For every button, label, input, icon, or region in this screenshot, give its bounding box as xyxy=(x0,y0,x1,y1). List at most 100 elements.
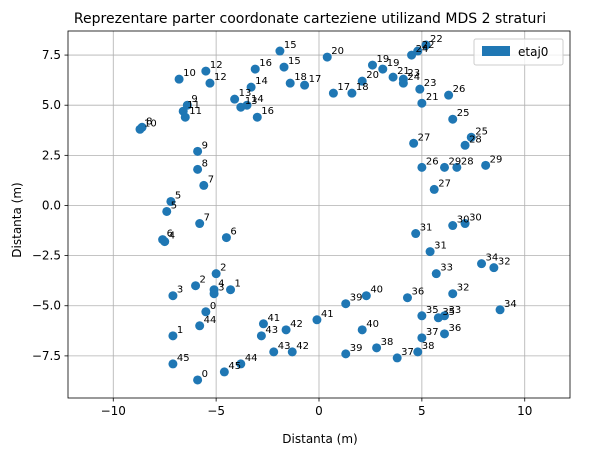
point-label: 35 xyxy=(426,305,439,316)
point-label: 10 xyxy=(183,68,196,79)
data-point xyxy=(193,164,203,174)
data-point xyxy=(388,72,398,82)
data-point xyxy=(195,321,205,331)
point-label: 27 xyxy=(418,132,431,143)
data-point xyxy=(312,315,322,325)
data-point xyxy=(357,76,367,86)
data-point xyxy=(440,162,449,172)
data-point xyxy=(193,146,203,156)
data-point xyxy=(481,160,491,170)
data-point xyxy=(448,221,458,231)
data-point xyxy=(166,196,176,206)
point-label: 18 xyxy=(356,82,369,93)
y-tick-label: −7.5 xyxy=(32,349,61,363)
data-point xyxy=(211,269,221,279)
x-tick-label: 10 xyxy=(517,404,532,418)
data-point xyxy=(372,343,382,353)
data-point xyxy=(193,375,203,385)
data-point xyxy=(440,311,449,321)
point-label: 11 xyxy=(189,106,202,117)
data-point xyxy=(168,359,178,369)
point-label: 16 xyxy=(259,58,272,69)
y-tick-label: 7.5 xyxy=(42,48,61,62)
y-tick-label: −5.0 xyxy=(32,299,61,313)
point-label: 22 xyxy=(422,40,435,51)
point-label: 2 xyxy=(200,275,206,286)
y-tick-label: 5.0 xyxy=(42,98,61,112)
data-point xyxy=(431,269,441,279)
data-point xyxy=(402,293,412,303)
data-point xyxy=(226,285,236,295)
legend-swatch xyxy=(482,46,510,56)
data-point xyxy=(281,325,291,335)
point-label: 21 xyxy=(397,66,410,77)
data-point xyxy=(168,331,178,341)
data-point xyxy=(477,259,487,269)
point-label: 14 xyxy=(251,94,264,105)
point-label: 3 xyxy=(218,283,224,294)
data-points xyxy=(135,40,505,385)
data-point xyxy=(448,114,458,124)
data-point xyxy=(160,237,170,247)
x-tick-label: 0 xyxy=(315,404,323,418)
point-label: 40 xyxy=(366,319,379,330)
point-label: 12 xyxy=(210,60,223,71)
data-point xyxy=(413,347,423,357)
point-label: 20 xyxy=(366,70,379,81)
point-label: 6 xyxy=(167,229,173,240)
point-label: 9 xyxy=(202,140,208,151)
point-label: 43 xyxy=(278,341,291,352)
point-label: 45 xyxy=(177,353,190,364)
data-point xyxy=(495,305,505,315)
point-label: 18 xyxy=(294,72,307,83)
data-point xyxy=(415,84,425,94)
point-label: 13 xyxy=(245,96,258,107)
point-label: 3 xyxy=(177,285,183,296)
data-point xyxy=(258,319,268,329)
data-point xyxy=(322,52,332,62)
point-label: 26 xyxy=(453,84,466,95)
data-point xyxy=(174,74,184,84)
point-label: 10 xyxy=(144,118,157,129)
data-point xyxy=(489,263,499,273)
data-point xyxy=(398,78,408,88)
point-label: 12 xyxy=(214,72,227,83)
point-label: 4 xyxy=(169,231,175,242)
data-point xyxy=(201,307,211,317)
data-point xyxy=(460,219,470,229)
point-label: 32 xyxy=(457,283,470,294)
point-label: 11 xyxy=(187,100,200,111)
point-label: 15 xyxy=(288,56,301,67)
point-label: 16 xyxy=(261,106,274,117)
point-label: 28 xyxy=(461,156,474,167)
point-label: 7 xyxy=(204,213,210,224)
data-point xyxy=(236,359,246,369)
data-point xyxy=(361,291,371,301)
data-point xyxy=(201,66,211,76)
data-point xyxy=(357,325,367,335)
point-label: 36 xyxy=(411,287,424,298)
point-label: 4 xyxy=(218,279,224,290)
data-point xyxy=(417,333,427,343)
data-point xyxy=(429,184,439,194)
point-label: 15 xyxy=(284,40,297,51)
data-point xyxy=(341,299,351,309)
data-point xyxy=(162,206,172,216)
point-label: 38 xyxy=(422,341,435,352)
point-label: 38 xyxy=(381,337,394,348)
point-label: 17 xyxy=(309,74,322,85)
data-point xyxy=(209,289,219,299)
point-label: 17 xyxy=(337,82,350,93)
point-label: 25 xyxy=(475,126,488,137)
data-point xyxy=(347,88,357,98)
point-label: 29 xyxy=(449,156,462,167)
data-point xyxy=(425,247,435,257)
point-label: 34 xyxy=(486,253,499,264)
point-label: 23 xyxy=(407,68,420,79)
point-label: 0 xyxy=(210,301,216,312)
point-label: 2 xyxy=(220,263,226,274)
point-label: 39 xyxy=(350,343,363,354)
point-label: 34 xyxy=(504,299,517,310)
point-label: 1 xyxy=(235,279,241,290)
data-point xyxy=(440,329,449,339)
